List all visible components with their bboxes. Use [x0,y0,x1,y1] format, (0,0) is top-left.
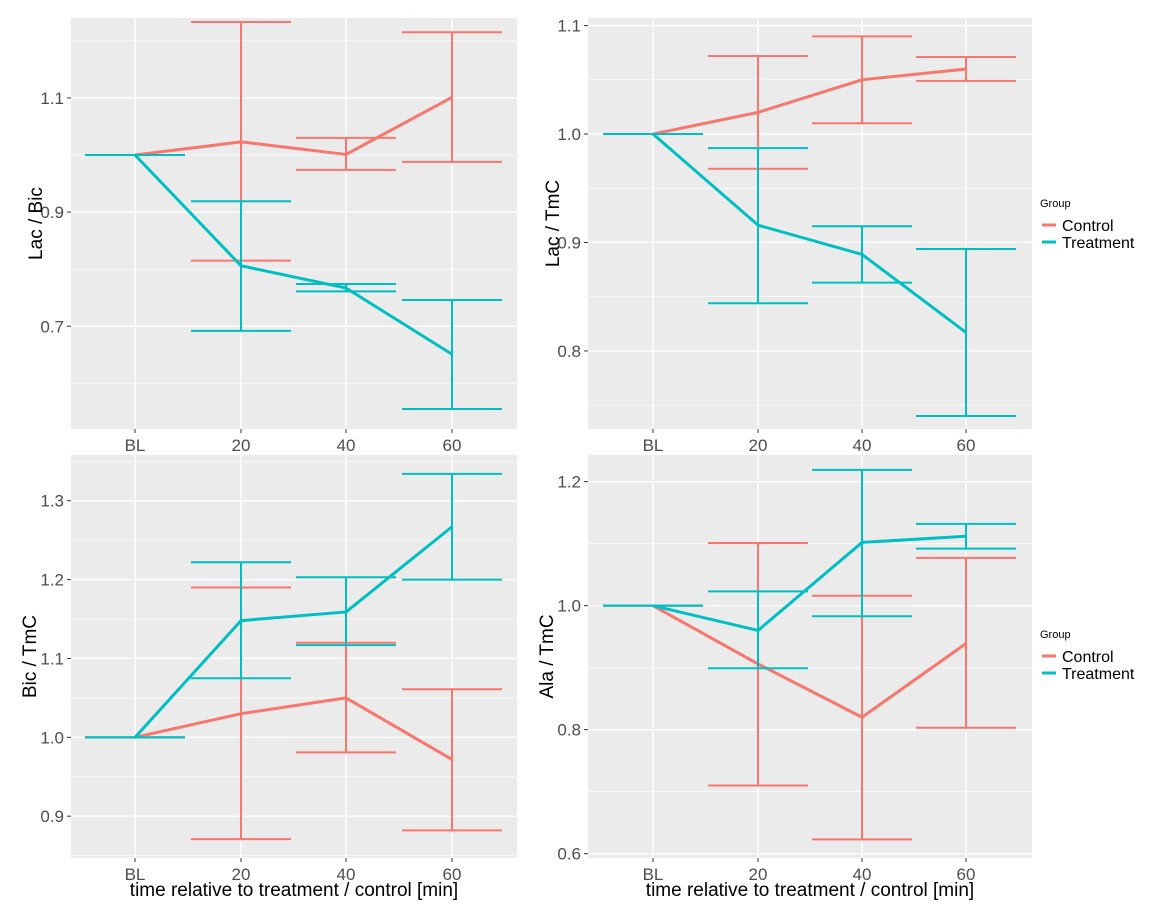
x-tick-label: 60 [957,436,976,455]
y-tick-label: 1.1 [40,649,64,668]
series-control [85,20,502,262]
panel-3: 0.9 1.0 1.1 1.2 1.3 BL 20 40 60 Bic / TmC time rel… [20,455,517,901]
y-tick-label: 1.0 [40,728,64,747]
legend-title: Group [1040,629,1071,641]
series-line-treatment [133,525,453,739]
x-tick-label: 60 [443,436,462,455]
y-tick-label: 0.8 [557,721,581,740]
panel-2: 0.8 0.9 1.0 1.1 BL 20 40 60 Lac / TmC Group Contro… [543,17,1135,455]
x-tick-label: 20 [749,436,768,455]
x-tick-label: 40 [337,436,356,455]
legend-label-treatment: Treatment [1062,235,1135,252]
series-line-treatment [652,534,967,632]
y-axis-label: Lac / Bic [26,187,47,260]
x-tick-label: BL [125,865,146,884]
x-tick-label: BL [643,436,664,455]
x-tick-label: 20 [749,865,768,884]
panel-1: 0.7 0.9 1.1 BL 20 40 60 Lac / Bic [26,18,517,455]
series-treatment [85,472,502,739]
x-tick-label: 20 [232,865,251,884]
x-tick-label: 60 [957,865,976,884]
y-tick-label: 1.0 [557,125,581,144]
y-tick-label: 0.9 [40,807,64,826]
x-tick-label: BL [125,436,146,455]
panel-background [588,455,1032,858]
series-treatment [603,468,1016,670]
y-tick-label: 1.2 [40,571,64,590]
legend-title: Group [1040,198,1071,210]
y-tick-label: 0.8 [557,342,581,361]
series-treatment [603,132,1016,417]
y-tick-label: 1.1 [557,17,581,36]
x-tick-label: 40 [337,865,356,884]
series-line-control [652,604,967,719]
series-line-control [134,696,453,761]
panel-background [71,455,517,858]
series-treatment [85,153,502,411]
x-tick-label: 20 [232,436,251,455]
y-axis-label: Ala / TmC [537,614,558,698]
x-tick-label: 40 [853,865,872,884]
x-tick-label: 60 [443,865,462,884]
legend-label-control: Control [1062,649,1114,666]
series-line-treatment [133,153,453,356]
y-tick-label: 0.6 [557,845,581,864]
x-axis-label: time relative to treatment / control [mi… [646,880,974,901]
legend-label-control: Control [1062,218,1114,235]
y-tick-label: 1.2 [557,473,581,492]
y-axis-label: Lac / TmC [543,180,564,267]
y-tick-label: 0.9 [40,203,64,222]
series-line-treatment [652,132,967,334]
x-tick-label: 40 [853,436,872,455]
panel-background [588,18,1032,429]
series-line-control [652,67,967,136]
panel-background [71,18,517,429]
panel-4: 0.6 0.8 1.0 1.2 BL 20 40 60 Ala / TmC time relati… [537,455,1135,901]
series-line-control [134,96,453,157]
y-axis-label: Bic / TmC [20,615,41,698]
y-tick-label: 1.1 [40,89,64,108]
y-tick-label: 1.0 [557,597,581,616]
x-tick-label: BL [643,865,664,884]
y-tick-label: 0.7 [40,317,64,336]
legend-label-treatment: Treatment [1062,666,1135,683]
y-tick-label: 0.9 [557,233,581,252]
x-axis-label: time relative to treatment / control [mi… [130,880,458,901]
y-tick-label: 1.3 [40,492,64,511]
